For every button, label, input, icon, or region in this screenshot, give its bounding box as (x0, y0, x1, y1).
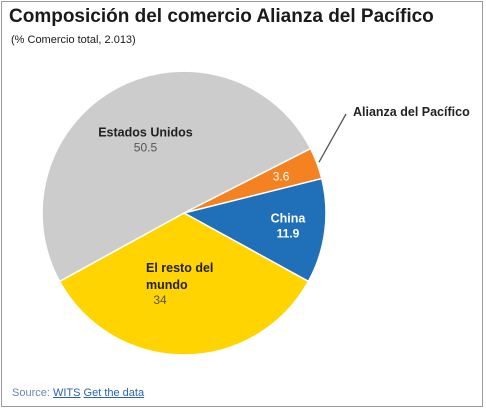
wits-link[interactable]: WITS (52, 387, 81, 399)
chart-title: Composición del comercio Alianza del Pac… (9, 6, 434, 27)
slice-value-alianza-del-pacifico: 3.6 (273, 170, 290, 184)
slice-value-estados-unidos: 50.5 (134, 141, 158, 155)
pie-slice-estados-unidos (41, 70, 312, 283)
slice-value-el-resto-del-mundo: 34 (153, 293, 167, 307)
pie-slices (41, 70, 327, 356)
pie-slice-china (181, 177, 327, 283)
slice-name-china: China (271, 211, 307, 225)
footer: Source: WITS Get the data (12, 387, 144, 399)
source-label: Source: (12, 387, 50, 399)
alianza-leader-line (318, 113, 347, 163)
pie-slice-el-resto-del-mundo (58, 212, 310, 356)
get-the-data-link[interactable]: Get the data (83, 387, 145, 399)
slice-value-china: 11.9 (277, 226, 300, 240)
slice-name-el-resto-del-mundo-line-1: El resto del (146, 261, 213, 275)
chart-subtitle: (% Comercio total, 2.013) (11, 34, 136, 46)
slice-name-alianza-del-pacifico: Alianza del Pacífico (353, 105, 470, 119)
slice-name-el-resto-del-mundo-line-2: mundo (146, 278, 188, 292)
slice-name-estados-unidos: Estados Unidos (98, 126, 193, 140)
